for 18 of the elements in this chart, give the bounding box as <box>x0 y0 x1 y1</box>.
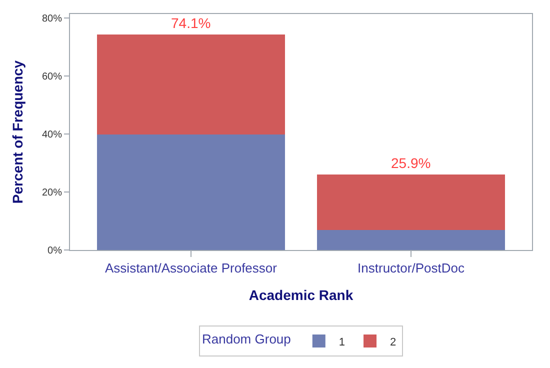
y-tick-label: 80% <box>42 14 62 25</box>
legend-label: 2 <box>390 336 396 348</box>
x-axis-title: Academic Rank <box>248 286 354 303</box>
y-tick-label: 60% <box>42 72 62 83</box>
y-tick-label: 40% <box>42 130 62 141</box>
bar <box>317 229 505 250</box>
total-label: 25.9% <box>391 155 431 171</box>
x-tick-label: Instructor/PostDoc <box>358 260 465 276</box>
total-label: 74.1% <box>171 15 211 31</box>
y-tick-label: 0% <box>48 246 62 256</box>
y-axis-title: Percent of Frequency <box>10 60 26 204</box>
legend-label: 1 <box>338 336 346 348</box>
bar <box>97 134 285 250</box>
bar <box>317 174 505 230</box>
y-tick-label: 20% <box>42 188 62 199</box>
x-tick-label: Assistant/Associate Professor <box>105 260 278 276</box>
bar <box>97 34 285 135</box>
legend-title: Random Group <box>202 331 291 346</box>
